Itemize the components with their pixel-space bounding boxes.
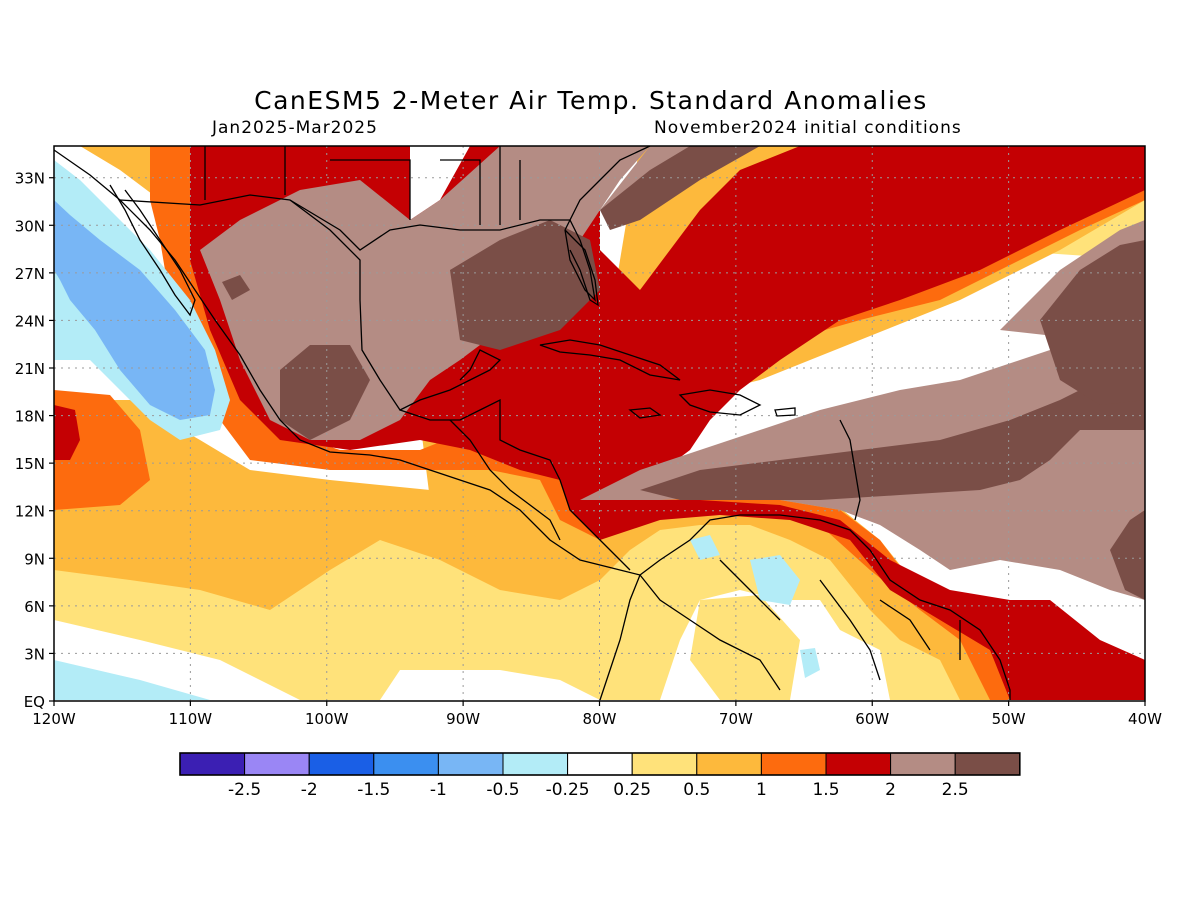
legend-label: 0.25	[613, 780, 651, 800]
legend-frame	[179, 752, 1021, 776]
legend-label: -2.5	[228, 780, 261, 800]
anomaly-2p5-east-edge	[1110, 510, 1145, 600]
lat-tick-label: 27N	[15, 265, 45, 283]
legend-swatch	[308, 752, 375, 776]
legend-label: 2.5	[942, 780, 969, 800]
forecast-period: Jan2025-Mar2025	[212, 118, 378, 138]
lat-tick-label: EQ	[24, 693, 45, 711]
anomaly-neg-0p5	[54, 200, 215, 420]
legend-label: 0.5	[683, 780, 710, 800]
legend-label: 2	[885, 780, 896, 800]
anomaly-neg-0p25-br	[800, 648, 820, 678]
legend-label: -1	[430, 780, 447, 800]
coast-us-atlantic	[564, 146, 651, 231]
coast-gulf-mexico	[289, 199, 502, 411]
coast-central-america	[399, 398, 631, 571]
legend-swatch	[437, 752, 504, 776]
hispaniola	[678, 389, 762, 416]
lat-tick-label: 9N	[24, 550, 45, 568]
anomaly-1p5-band	[54, 405, 80, 460]
jamaica	[628, 407, 662, 419]
lon-tick-label: 110W	[169, 710, 213, 728]
lon-tick-label: 70W	[719, 710, 753, 728]
anomaly-2p5-gulf	[450, 220, 600, 350]
initial-conditions: November2024 initial conditions	[654, 118, 962, 138]
legend-label: 1	[756, 780, 767, 800]
legend-label: 1.5	[812, 780, 839, 800]
anomaly-neg-0p25-south	[54, 660, 210, 700]
anomaly-neg-0p25-col	[690, 535, 720, 560]
lat-tick-label: 18N	[15, 408, 45, 426]
anomaly-2p5-nw-atl	[600, 146, 760, 230]
lat-tick-label: 30N	[15, 217, 45, 235]
legend-label: -0.25	[546, 780, 590, 800]
border-mx-us	[119, 194, 291, 206]
lat-tick-label: 33N	[15, 170, 45, 188]
lat-tick-label: 6N	[24, 598, 45, 616]
borders-sa	[639, 559, 961, 691]
coastlines	[54, 146, 1011, 701]
legend-label: -1.5	[357, 780, 390, 800]
lat-tick-label: 24N	[15, 312, 45, 330]
legend-swatch	[825, 752, 892, 776]
cuba	[539, 339, 681, 381]
anomaly-2p5-ne	[1040, 240, 1145, 405]
legend-swatch	[696, 752, 762, 776]
lon-tick-label: 120W	[32, 710, 76, 728]
lon-tick-label: 90W	[446, 710, 480, 728]
anomaly-2p0-ne2	[600, 146, 700, 210]
legend-swatch	[760, 752, 827, 776]
anomaly-neg-0p25-vz	[750, 555, 800, 605]
borders-us	[204, 146, 521, 225]
lat-tick-label: 3N	[24, 645, 45, 663]
legend-swatch	[567, 752, 633, 776]
color-legend: -2.5 -2 -1.5 -1 -0.5 -0.25 0.25 0.5 1 1.5 2 2.5	[179, 752, 1021, 800]
legend-swatch	[373, 752, 439, 776]
anomaly-0p25-south	[690, 595, 800, 700]
chart-title: CanESM5 2-Meter Air Temp. Standard Anoma…	[254, 86, 928, 115]
latitude-axis: 33N 30N 27N 24N 21N 18N 15N 12N 9N 6N 3N EQ	[15, 170, 54, 711]
lat-tick-label: 15N	[15, 455, 45, 473]
legend-swatch	[890, 752, 956, 776]
legend-swatch	[954, 752, 1021, 776]
florida	[564, 229, 599, 307]
puerto-rico	[774, 407, 796, 417]
coast-baja	[109, 184, 196, 317]
coast-sa-west	[599, 574, 641, 701]
legend-swatch	[179, 752, 246, 776]
lon-tick-label: 60W	[855, 710, 889, 728]
lon-tick-label: 40W	[1128, 710, 1162, 728]
anomaly-2p5-mexico	[280, 345, 370, 440]
lon-tick-label: 100W	[305, 710, 349, 728]
legend-swatch	[631, 752, 698, 776]
longitude-axis: 120W 110W 100W 90W 80W 70W 60W 50W 40W	[32, 701, 1162, 728]
coast-south-america	[639, 514, 1011, 700]
anomaly-field	[54, 146, 1145, 701]
anomaly-2p5-atlantic	[640, 380, 1145, 500]
legend-swatch	[502, 752, 569, 776]
legend-label: -0.5	[486, 780, 519, 800]
lon-tick-label: 80W	[583, 710, 617, 728]
lat-tick-label: 12N	[15, 503, 45, 521]
legend-label: -2	[301, 780, 318, 800]
legend-swatch	[244, 752, 310, 776]
lesser-antilles	[839, 419, 861, 521]
grid-lines	[54, 146, 1145, 701]
anomaly-1p0-band	[54, 390, 150, 510]
lat-tick-label: 21N	[15, 360, 45, 378]
anomaly-2p5-baja	[222, 275, 250, 300]
borders-ca	[449, 419, 561, 541]
lon-tick-label: 50W	[992, 710, 1026, 728]
